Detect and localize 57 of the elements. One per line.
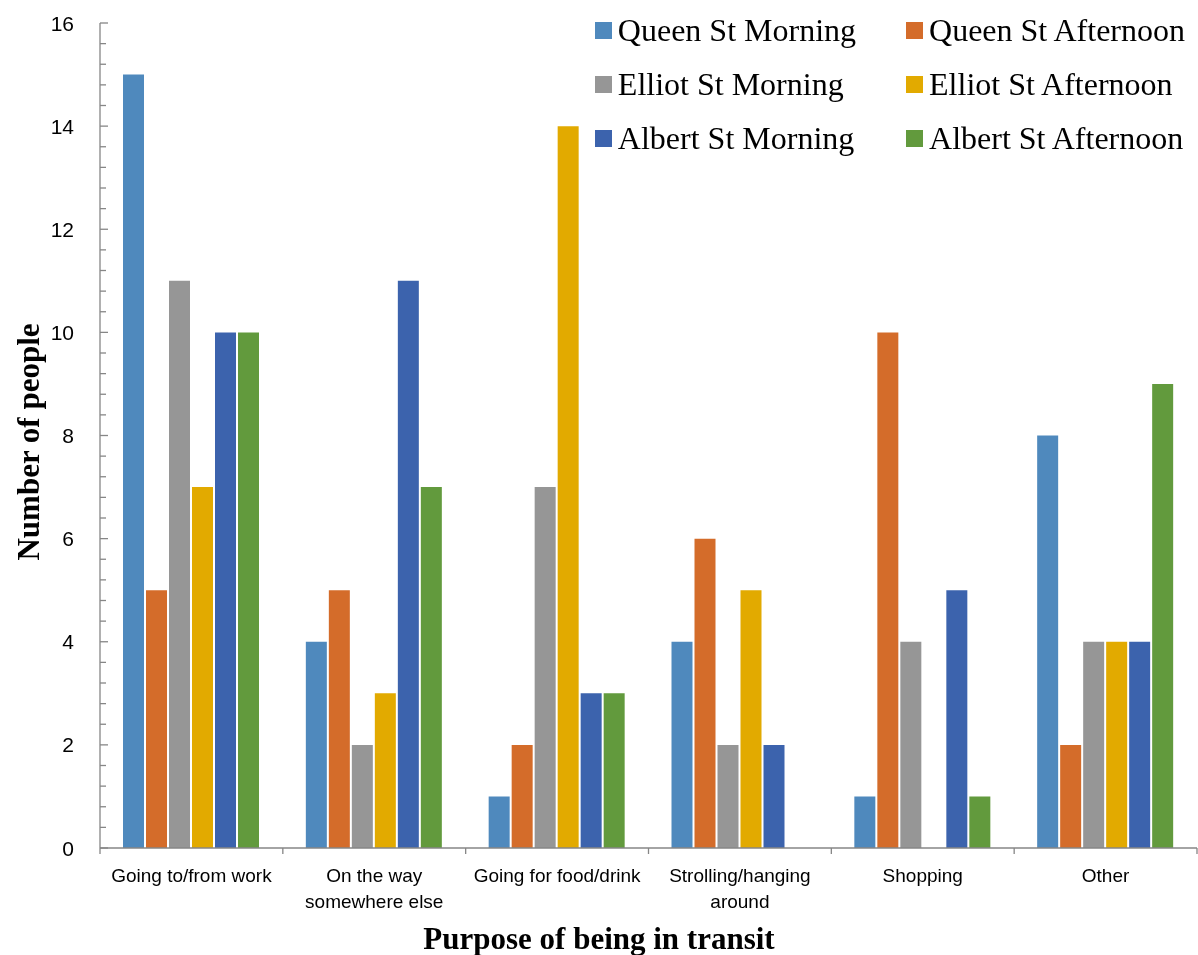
y-tick-label: 4 [62,630,75,654]
y-tick-label: 14 [50,114,75,138]
bar [328,590,350,848]
bar [215,332,236,848]
x-tick-label: Shopping [882,865,963,886]
y-tick-label: 16 [50,11,74,35]
bar [557,126,579,848]
x-axis-title: Purpose of being in transit [423,921,775,955]
bar [763,744,785,848]
bar [946,590,968,848]
bar [900,641,922,848]
bar [1152,383,1174,848]
y-tick-label: 10 [50,320,74,344]
bar [1129,641,1151,848]
bar [420,487,442,848]
bar [877,332,899,848]
legend-label: Albert St Afternoon [929,120,1184,156]
legend-label: Elliot St Morning [617,66,844,102]
bar [192,487,213,848]
bar [397,280,419,848]
bar [854,796,876,848]
bar [1106,641,1128,848]
y-axis-title: Number of people [10,323,46,561]
bar [123,74,144,848]
bar [351,744,373,848]
bar [511,744,533,848]
y-tick-label: 0 [62,836,74,860]
x-tick-label: On the way somewhere else [305,865,444,912]
bar [305,641,327,848]
bar [671,641,693,848]
bar [694,538,716,848]
y-tick-label: 2 [62,733,74,757]
bar [1060,744,1082,848]
y-tick-label: 6 [62,527,74,551]
bar [169,280,190,848]
legend-label: Elliot St Afternoon [929,66,1173,102]
x-tick-label: Going for food/drink [473,865,642,886]
y-tick-label: 8 [62,424,74,447]
bar [534,487,556,848]
legend-label: Queen St Afternoon [929,12,1185,48]
bar [146,590,167,848]
x-tick-label: Going to/from work [111,865,273,886]
x-tick-label: Strolling/hanging around [669,865,811,912]
bar [740,590,762,848]
bar [488,796,510,848]
bar [717,744,739,848]
y-tick-label: 12 [50,217,74,241]
bar [580,693,602,848]
legend-label: Albert St Morning [617,120,855,156]
bar [603,693,625,848]
bar [1037,435,1059,848]
legend-label: Queen St Morning [617,12,857,48]
bar [238,332,259,848]
bar [374,693,396,848]
bar [1083,641,1105,848]
bar [969,796,991,848]
x-tick-label: Other [1081,865,1131,886]
